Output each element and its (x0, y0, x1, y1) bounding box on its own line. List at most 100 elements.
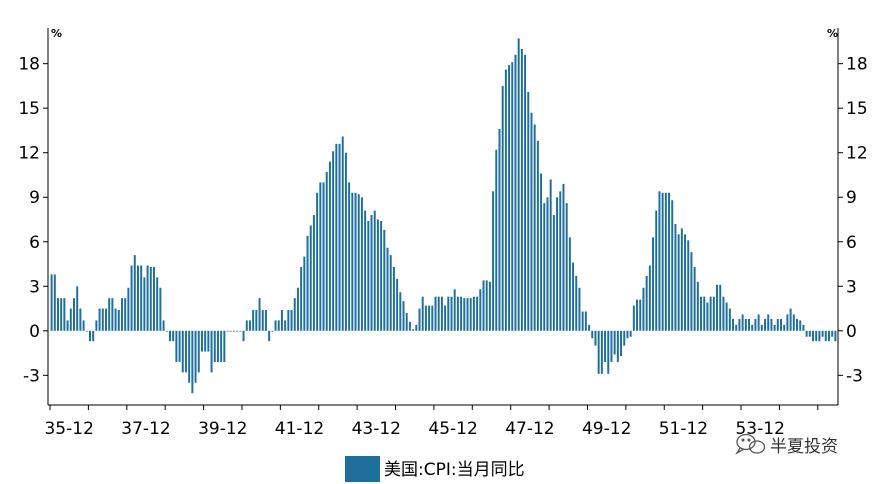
legend-swatch (345, 456, 380, 482)
bar (76, 286, 79, 331)
right-y-unit: % (827, 27, 838, 40)
x-tick-label: 53-12 (735, 419, 784, 439)
bar (735, 324, 738, 331)
bar (780, 318, 782, 331)
left-y-tick-label: 0 (29, 322, 40, 342)
bar (479, 289, 482, 331)
bar (300, 266, 303, 331)
bar (73, 298, 75, 331)
axes: -3 -3 0 0 3 3 6 6 9 9 12 12 15 15 18 18 35-12 37-12 39-12 4… (18, 28, 868, 439)
bar (434, 296, 437, 331)
left-y-tick-label: 18 (18, 55, 40, 75)
bar (562, 183, 565, 331)
bar (684, 234, 687, 331)
bar (732, 318, 735, 331)
bar (255, 310, 258, 331)
bar (581, 311, 584, 331)
bar (322, 182, 325, 331)
bar (360, 197, 363, 331)
bar (472, 296, 475, 331)
bar (194, 330, 197, 383)
bar (821, 330, 824, 337)
bar (610, 330, 613, 362)
bar (767, 314, 770, 331)
bar (200, 330, 203, 352)
bar (751, 324, 754, 331)
bar (57, 298, 59, 331)
bar (284, 320, 287, 331)
bar (456, 296, 459, 331)
bar (498, 128, 501, 331)
bar (645, 275, 648, 331)
bar (764, 318, 767, 331)
bar (588, 324, 591, 331)
bar (306, 235, 309, 331)
bar (556, 197, 559, 331)
watermark-text: 半夏投资 (770, 437, 838, 457)
right-y-tick-label: 15 (846, 99, 868, 119)
bar (290, 310, 293, 331)
bar (223, 330, 226, 362)
bar (620, 330, 623, 357)
x-tick-label: 35-12 (44, 419, 93, 439)
bar (776, 318, 779, 331)
bar (242, 330, 245, 342)
bar (831, 330, 834, 337)
bar (188, 330, 191, 383)
bar (373, 210, 376, 331)
bar (591, 330, 594, 339)
bar (133, 255, 136, 331)
x-tick-label: 37-12 (121, 419, 170, 439)
bar (738, 318, 741, 331)
bar (248, 320, 251, 331)
bar (597, 330, 600, 374)
bar (325, 172, 328, 331)
left-y-tick-label: -3 (23, 366, 40, 386)
bar (114, 308, 117, 331)
bar (50, 274, 53, 331)
bar (773, 324, 776, 331)
left-y-tick-label: 9 (29, 188, 40, 208)
bar (440, 296, 443, 331)
right-y-tick-label: 18 (846, 55, 868, 75)
bar (213, 330, 216, 362)
bar (415, 324, 418, 331)
bar (309, 225, 312, 331)
bar (280, 310, 283, 331)
left-y-unit: % (51, 27, 62, 40)
bar (607, 330, 610, 374)
bar (594, 330, 597, 346)
bar (220, 330, 223, 362)
bar (344, 152, 347, 331)
bar (197, 330, 200, 373)
bar (716, 284, 719, 331)
bar (303, 256, 306, 331)
bar (82, 320, 85, 331)
bar (252, 310, 255, 331)
bar (796, 318, 798, 331)
bar (146, 265, 149, 331)
bar (101, 308, 104, 331)
right-y-tick-label: 6 (846, 233, 857, 253)
bar (549, 179, 552, 331)
bar (348, 182, 351, 331)
bar (661, 192, 664, 331)
bar (293, 298, 296, 331)
bar (159, 287, 162, 331)
bar (216, 330, 219, 362)
bar (584, 311, 587, 331)
bar (664, 192, 667, 331)
bar (744, 318, 747, 331)
legend-label: 美国:CPI:当月同比 (384, 460, 525, 480)
bar (447, 296, 450, 331)
bar (504, 69, 507, 331)
bar (626, 330, 629, 339)
bar (264, 310, 267, 331)
bar (636, 299, 639, 331)
x-tick-label: 43-12 (352, 419, 401, 439)
bar (828, 330, 830, 342)
bar (95, 320, 98, 331)
bar (226, 330, 229, 332)
x-tick-label: 45-12 (428, 419, 477, 439)
bar-series (50, 38, 837, 394)
